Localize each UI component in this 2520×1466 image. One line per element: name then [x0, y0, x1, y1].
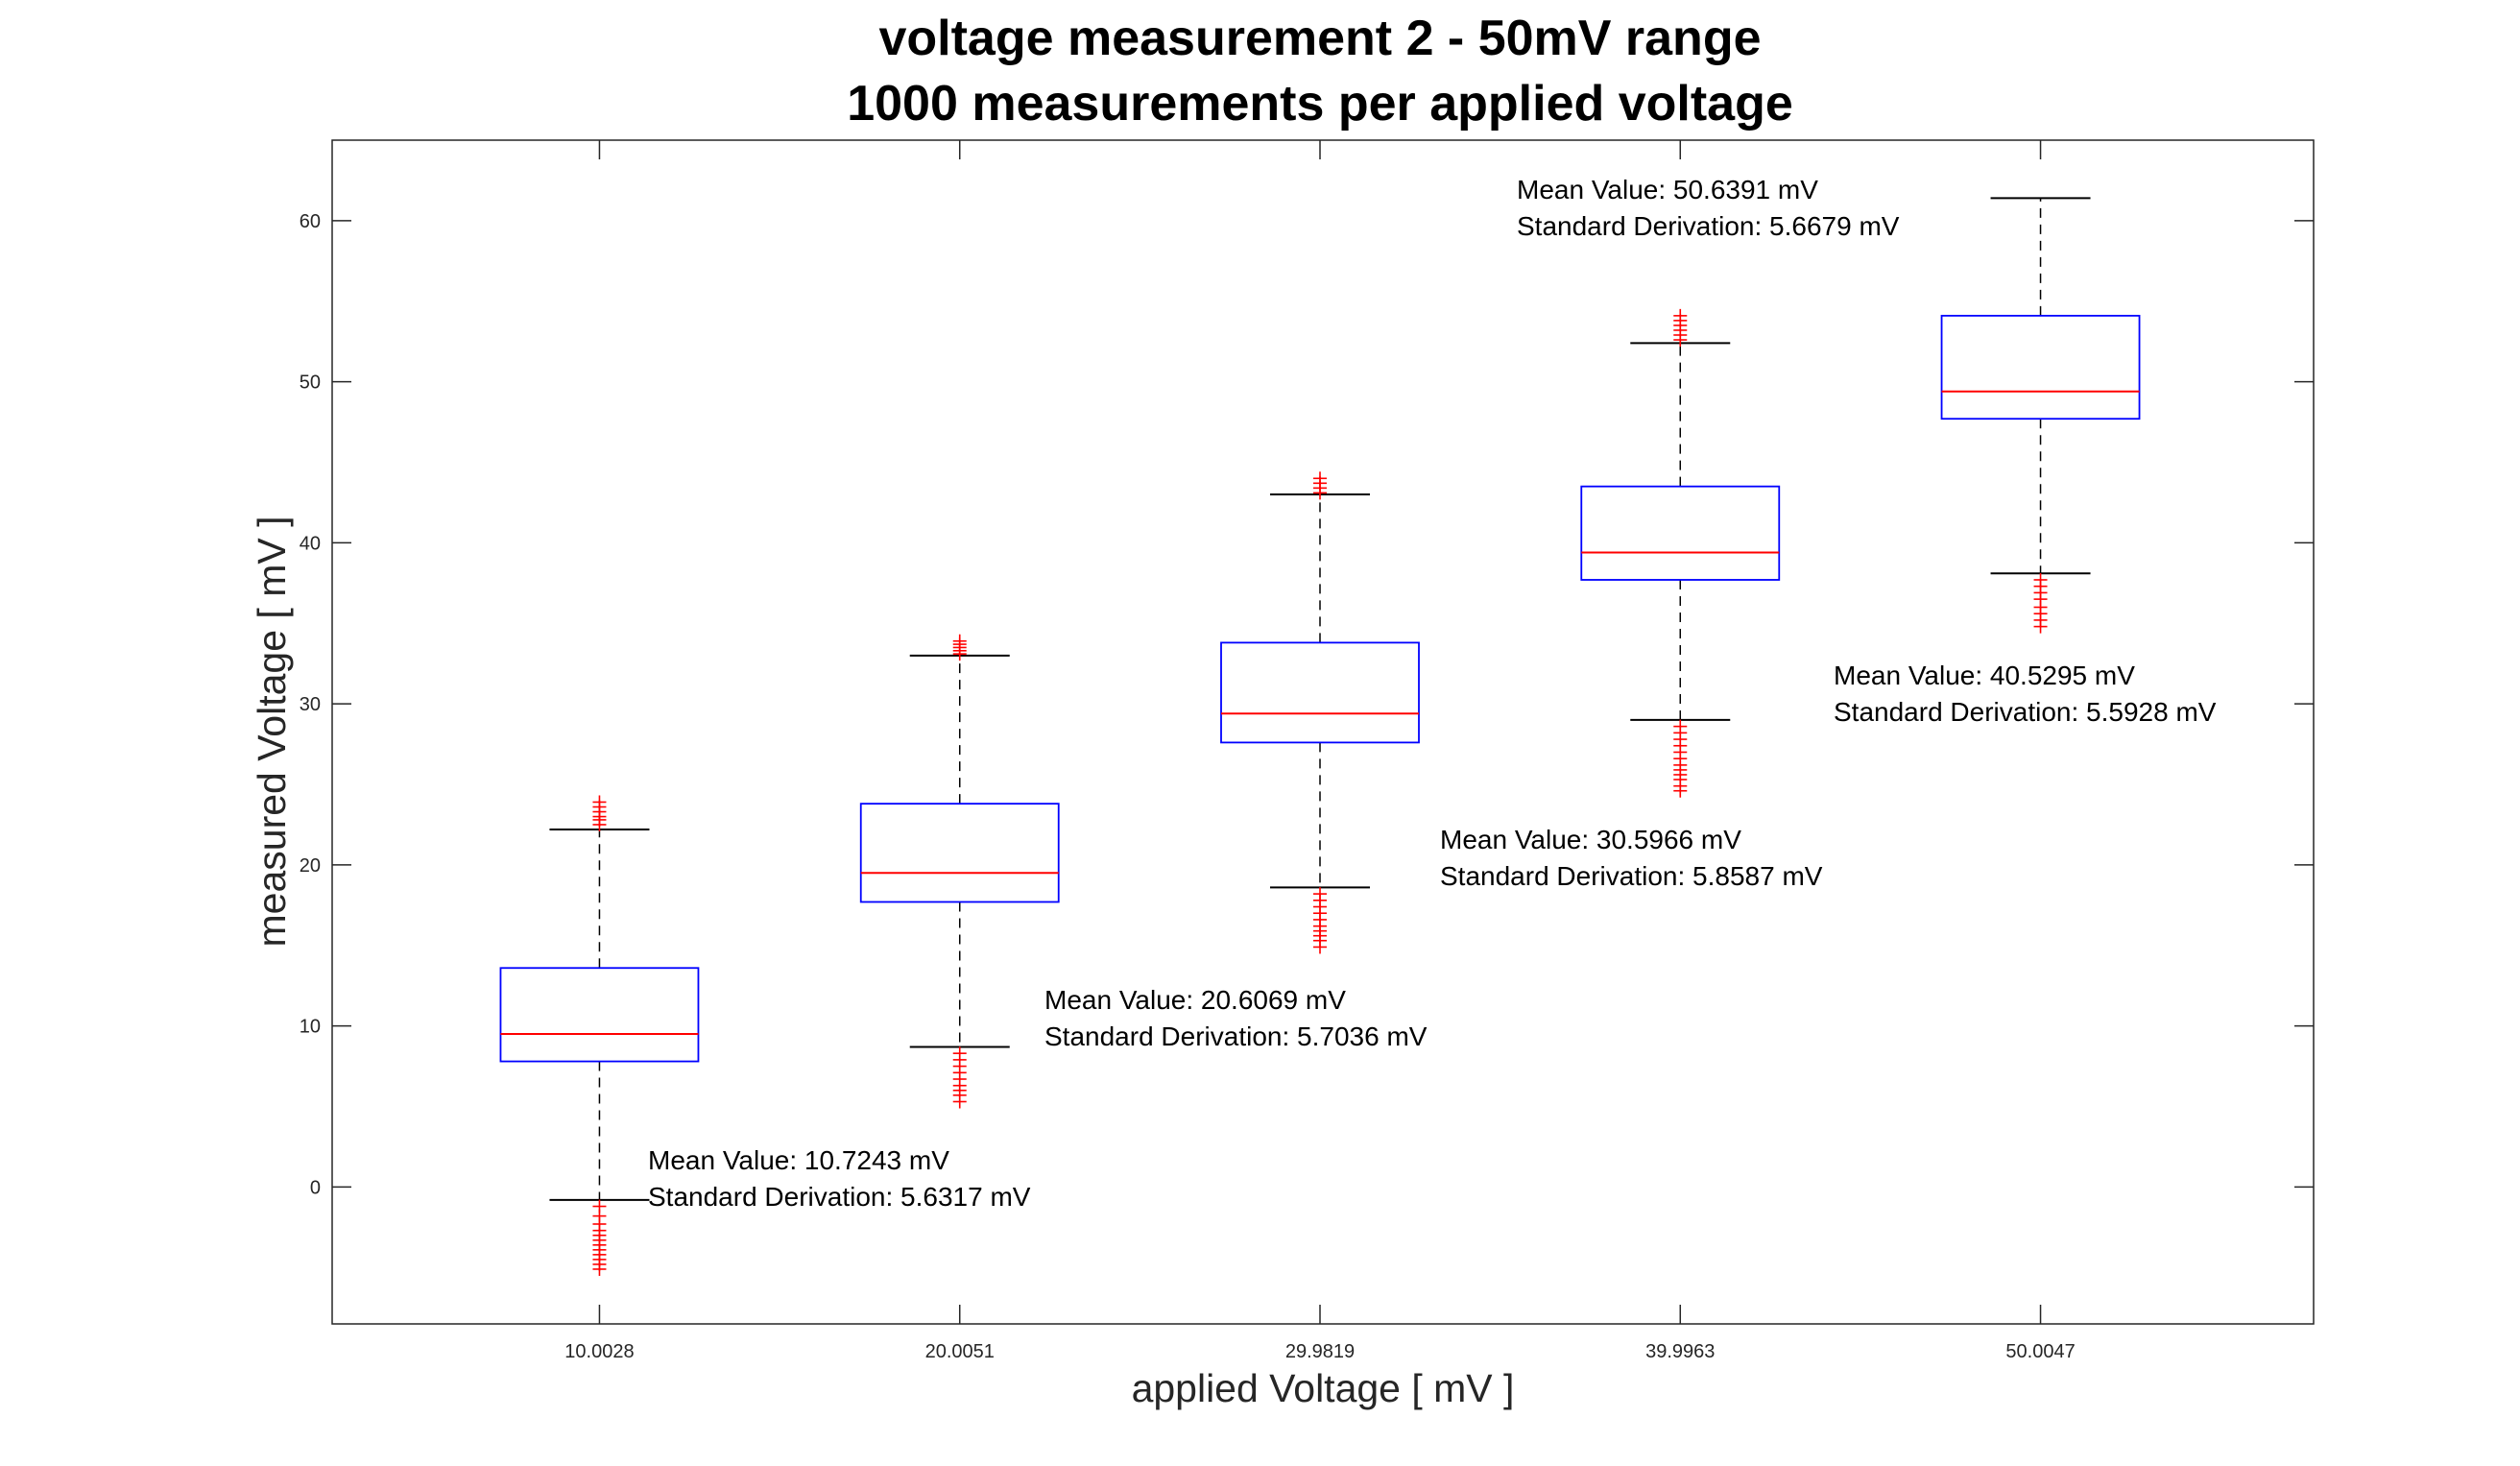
y-axis-label: measured Voltage [ mV ]	[250, 517, 294, 948]
y-tick-label: 30	[300, 694, 321, 715]
x-tick-label: 39.9963	[1645, 1341, 1715, 1362]
outlier-marker	[2033, 619, 2048, 634]
box-group	[859, 634, 1060, 1109]
y-tick-label: 50	[300, 373, 321, 394]
box-group	[1220, 471, 1420, 954]
standard-derivation-label: Standard Derivation: 5.7036 mV	[1044, 1021, 1428, 1051]
y-tick-label: 40	[300, 533, 321, 554]
standard-derivation-label: Standard Derivation: 5.5928 mV	[1834, 697, 2217, 727]
y-tick-label: 0	[310, 1177, 321, 1198]
y-tick-label: 20	[300, 855, 321, 877]
mean-value-label: Mean Value: 20.6069 mV	[1044, 985, 1346, 1015]
chart-title-line-1: voltage measurement 2 - 50mV range	[878, 11, 1761, 66]
box-iqr	[1940, 314, 2141, 421]
box-iqr	[1220, 641, 1420, 744]
x-tick-label: 20.0051	[925, 1341, 995, 1362]
statistics-annotations: Mean Value: 10.7243 mV Standard Derivatio…	[648, 175, 2217, 1212]
y-axis: 0 10 20 30 40 50 60	[300, 211, 2314, 1198]
box-iqr	[1580, 485, 1781, 581]
standard-derivation-label: Standard Derivation: 5.6317 mV	[648, 1182, 1031, 1212]
plot-area-frame	[331, 139, 2315, 1325]
mean-value-label: Mean Value: 30.5966 mV	[1440, 825, 1741, 854]
standard-derivation-label: Standard Derivation: 5.6679 mV	[1517, 211, 1900, 241]
outlier-marker	[1673, 783, 1688, 798]
outlier-marker	[592, 1262, 607, 1276]
box-group	[1940, 197, 2141, 634]
outlier-marker	[1313, 940, 1327, 954]
x-tick-label: 50.0047	[2005, 1341, 2075, 1362]
outlier-marker	[1673, 308, 1688, 323]
outlier-marker	[952, 634, 967, 648]
mean-value-label: Mean Value: 50.6391 mV	[1517, 175, 1818, 204]
box-group	[1580, 308, 1781, 798]
x-tick-label: 29.9819	[1285, 1341, 1355, 1362]
outlier-marker	[592, 795, 607, 809]
x-axis: 10.0028 20.0051 29.9819 39.9963 50.0047	[564, 140, 2076, 1362]
x-tick-label: 10.0028	[564, 1341, 634, 1362]
y-tick-label: 10	[300, 1017, 321, 1038]
box-series	[499, 197, 2141, 1276]
y-tick-label: 60	[300, 211, 321, 232]
x-axis-label: applied Voltage [ mV ]	[1132, 1366, 1515, 1410]
mean-value-label: Mean Value: 10.7243 mV	[648, 1145, 949, 1175]
box-iqr	[499, 967, 700, 1063]
outlier-marker	[1313, 471, 1327, 486]
outlier-marker	[952, 1094, 967, 1109]
box-group	[499, 795, 700, 1276]
mean-value-label: Mean Value: 40.5295 mV	[1834, 661, 2135, 690]
box-iqr	[859, 803, 1060, 903]
standard-derivation-label: Standard Derivation: 5.8587 mV	[1440, 861, 1823, 891]
chart-title-line-2: 1000 measurements per applied voltage	[847, 76, 1793, 132]
